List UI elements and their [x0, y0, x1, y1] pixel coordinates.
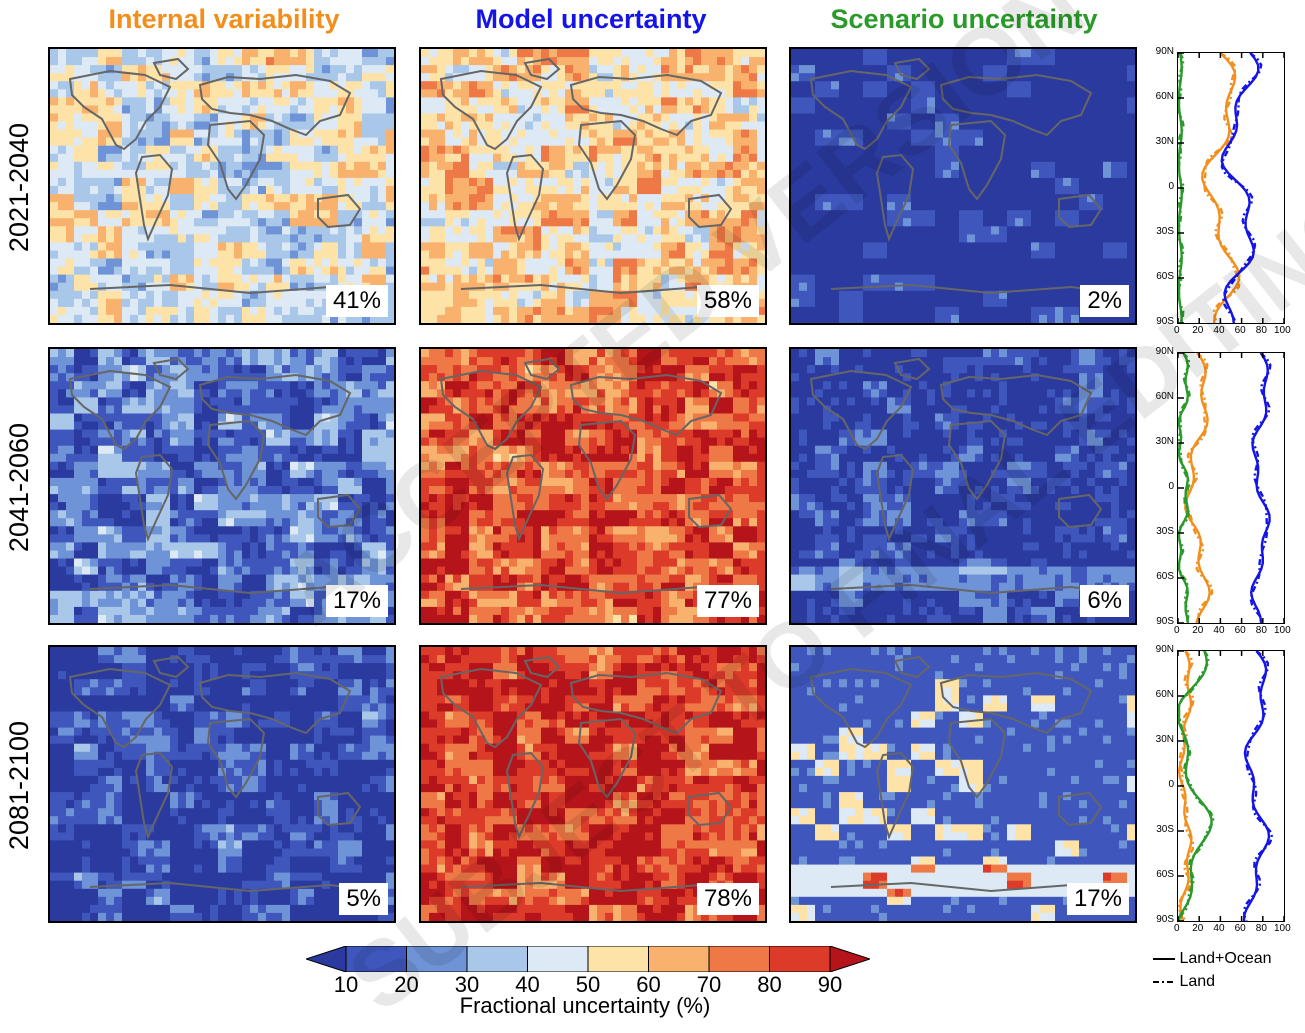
latitude-tick-label: 60N [1155, 391, 1174, 402]
latitude-profile-row3 [1177, 650, 1285, 922]
legend-dashed: Land [1153, 973, 1216, 990]
profile-x-tick-label: 100 [1274, 923, 1291, 934]
latitude-tick-label: 90S [1156, 616, 1174, 627]
profile-x-tick-label: 0 [1174, 923, 1180, 934]
colorbar-tick-label: 90 [817, 972, 843, 997]
latitude-tick-label: 30S [1156, 526, 1174, 537]
colorbar-tick-label: 20 [394, 972, 419, 997]
period-label-row1: 2021-2040 [4, 122, 35, 252]
profile-x-tick-label: 0 [1174, 625, 1180, 636]
profile-x-tick-label: 40 [1213, 325, 1225, 336]
map-scenario-row2: 6% [789, 347, 1137, 625]
profile-x-tick-label: 40 [1213, 923, 1225, 934]
percent-label-model-row3: 78% [696, 883, 759, 915]
percent-label-model-row2: 77% [696, 585, 759, 617]
latitude-tick-label: 60S [1156, 271, 1174, 282]
title-internal-variability: Internal variability [108, 4, 340, 34]
latitude-tick-label: 30N [1155, 734, 1174, 745]
colorbar-tick-label: 80 [757, 972, 782, 997]
latitude-tick-label: 60S [1156, 869, 1174, 880]
profile-x-tick-label: 60 [1234, 923, 1246, 934]
legend-solid: Land+Ocean [1153, 950, 1272, 967]
latitude-tick-label: 90S [1156, 914, 1174, 925]
colorbar-tick-label: 50 [575, 972, 601, 997]
percent-label-internal-row2: 17% [325, 585, 388, 617]
map-model-row3: 78% [419, 645, 767, 923]
profile-x-tick-label: 20 [1192, 325, 1204, 336]
colorbar-tick-label: 60 [636, 972, 661, 997]
latitude-tick-label: 60N [1155, 91, 1174, 102]
period-label-row3: 2081-2100 [4, 720, 35, 850]
colorbar [306, 946, 870, 972]
latitude-profile-row2 [1177, 352, 1285, 624]
profile-x-tick-label: 20 [1192, 625, 1204, 636]
latitude-tick-label: 90N [1155, 346, 1174, 357]
map-internal-row3: 5% [48, 645, 396, 923]
profile-x-tick-label: 80 [1255, 325, 1267, 336]
colorbar-tick-label: 10 [333, 972, 359, 997]
profile-x-tick-label: 100 [1274, 625, 1291, 636]
latitude-tick-label: 0 [1168, 181, 1174, 192]
profile-x-tick-label: 80 [1255, 625, 1267, 636]
percent-label-internal-row3: 5% [339, 883, 388, 915]
latitude-profile-row1 [1177, 52, 1285, 324]
latitude-tick-label: 90N [1155, 46, 1174, 57]
colorbar-tick-label: 30 [454, 972, 480, 997]
percent-label-model-row1: 58% [696, 285, 759, 317]
map-scenario-row1: 2% [789, 47, 1137, 325]
colorbar-tick-label: 40 [515, 972, 540, 997]
latitude-tick-label: 30S [1156, 226, 1174, 237]
latitude-tick-label: 30S [1156, 824, 1174, 835]
title-scenario-uncertainty: Scenario uncertainty [830, 4, 1098, 34]
profile-x-tick-label: 80 [1255, 923, 1267, 934]
map-internal-row2: 17% [48, 347, 396, 625]
colorbar-title: Fractional uncertainty (%) [459, 993, 711, 1018]
latitude-tick-label: 90S [1156, 316, 1174, 327]
latitude-tick-label: 30N [1155, 136, 1174, 147]
colorbar-tick-label: 70 [696, 972, 722, 997]
map-model-row2: 77% [419, 347, 767, 625]
profile-x-tick-label: 40 [1213, 625, 1225, 636]
latitude-tick-label: 90N [1155, 644, 1174, 655]
percent-label-scenario-row2: 6% [1080, 585, 1129, 617]
profile-x-tick-label: 20 [1192, 923, 1204, 934]
percent-label-internal-row1: 41% [325, 285, 388, 317]
title-model-uncertainty: Model uncertainty [475, 4, 707, 34]
map-model-row1: 58% [419, 47, 767, 325]
percent-label-scenario-row1: 2% [1080, 285, 1129, 317]
latitude-tick-label: 60N [1155, 689, 1174, 700]
map-internal-row1: 41% [48, 47, 396, 325]
map-scenario-row3: 17% [789, 645, 1137, 923]
profile-x-tick-label: 100 [1274, 325, 1291, 336]
profile-x-tick-label: 0 [1174, 325, 1180, 336]
period-label-row2: 2041-2060 [4, 422, 35, 552]
profile-x-tick-label: 60 [1234, 625, 1246, 636]
percent-label-scenario-row3: 17% [1066, 883, 1129, 915]
latitude-tick-label: 0 [1168, 779, 1174, 790]
latitude-tick-label: 60S [1156, 571, 1174, 582]
profile-x-tick-label: 60 [1234, 325, 1246, 336]
latitude-tick-label: 30N [1155, 436, 1174, 447]
latitude-tick-label: 0 [1168, 481, 1174, 492]
